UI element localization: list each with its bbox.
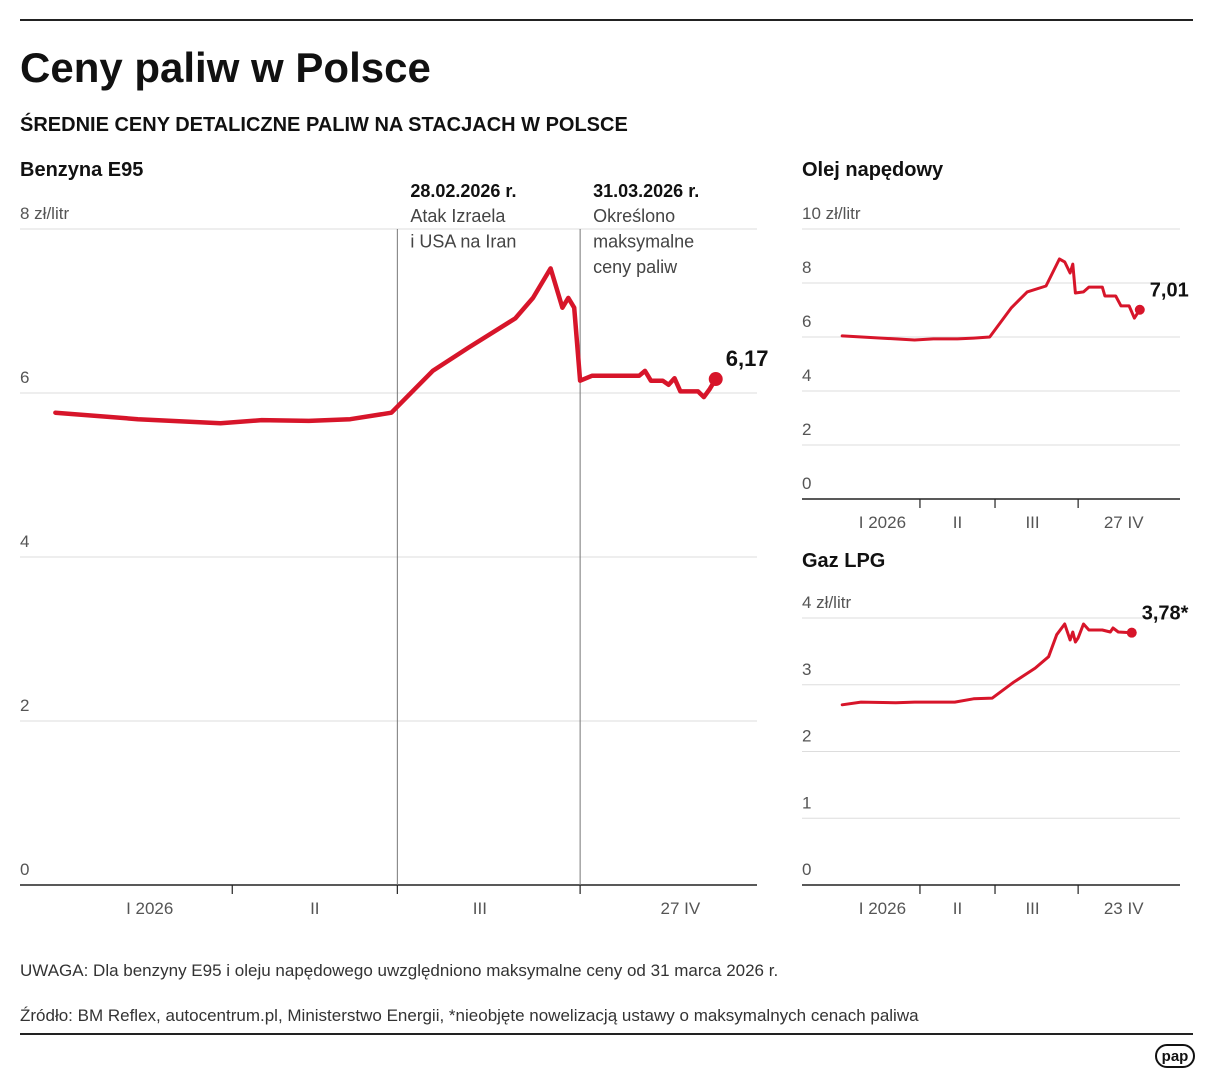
annotation-date: 28.02.2026 r. — [410, 181, 516, 201]
x-tick-label: 27 IV — [661, 899, 701, 918]
y-tick-label: 0 — [802, 860, 811, 879]
y-tick-label: 10 zł/litr — [802, 204, 861, 223]
y-tick-label: 2 — [20, 696, 29, 715]
chart-title: Gaz LPG — [802, 550, 885, 572]
annotation-text: i USA na Iran — [410, 232, 516, 252]
logo-badge — [1155, 1044, 1195, 1068]
end-point — [1126, 627, 1137, 638]
y-tick-label: 2 — [802, 420, 811, 439]
annotation-text: Określono — [593, 206, 675, 226]
y-tick-label: 4 — [802, 366, 811, 385]
end-point — [1134, 304, 1145, 315]
y-tick-label: 6 — [20, 368, 29, 387]
x-tick-label: III — [473, 899, 487, 918]
logo: pap — [1162, 1048, 1189, 1065]
x-tick-label: II — [953, 899, 962, 918]
annotation-text: ceny paliw — [593, 257, 678, 277]
annotation-text: Atak Izraela — [410, 206, 506, 226]
value-label: 3,78* — [1142, 603, 1189, 625]
price-line — [840, 257, 1142, 342]
value-label: 6,17 — [726, 346, 769, 371]
y-tick-label: 0 — [20, 860, 29, 879]
value-label: 7,01 — [1150, 280, 1189, 302]
x-tick-label: II — [310, 899, 319, 918]
annotation-date: 31.03.2026 r. — [593, 181, 699, 201]
y-tick-label: 0 — [802, 474, 811, 493]
chart-title: Benzyna E95 — [20, 159, 143, 181]
x-tick-label: I 2026 — [859, 899, 906, 918]
source: Źródło: BM Reflex, autocentrum.pl, Minis… — [20, 1006, 919, 1025]
y-tick-label: 4 zł/litr — [802, 593, 851, 612]
page-subtitle: ŚREDNIE CENY DETALICZNE PALIW NA STACJAC… — [20, 112, 628, 136]
x-tick-label: 23 IV — [1104, 899, 1144, 918]
x-tick-label: II — [953, 513, 962, 532]
x-tick-label: 27 IV — [1104, 513, 1144, 532]
price-line — [53, 266, 718, 426]
y-tick-label: 4 — [20, 532, 29, 551]
x-tick-label: I 2026 — [859, 513, 906, 532]
chart-title: Olej napędowy — [802, 159, 944, 181]
y-tick-label: 8 zł/litr — [20, 204, 69, 223]
y-tick-label: 8 — [802, 258, 811, 277]
x-tick-label: III — [1025, 513, 1039, 532]
annotation-text: maksymalne — [593, 232, 694, 252]
x-tick-label: III — [1025, 899, 1039, 918]
y-tick-label: 2 — [802, 727, 811, 746]
end-point — [708, 372, 723, 387]
y-tick-label: 1 — [802, 793, 811, 812]
y-tick-label: 6 — [802, 312, 811, 331]
y-tick-label: 3 — [802, 660, 811, 679]
price-line — [840, 622, 1134, 707]
x-tick-label: I 2026 — [126, 899, 173, 918]
note: UWAGA: Dla benzyny E95 i oleju napędoweg… — [20, 961, 778, 980]
page-title: Ceny paliw w Polsce — [20, 44, 431, 91]
